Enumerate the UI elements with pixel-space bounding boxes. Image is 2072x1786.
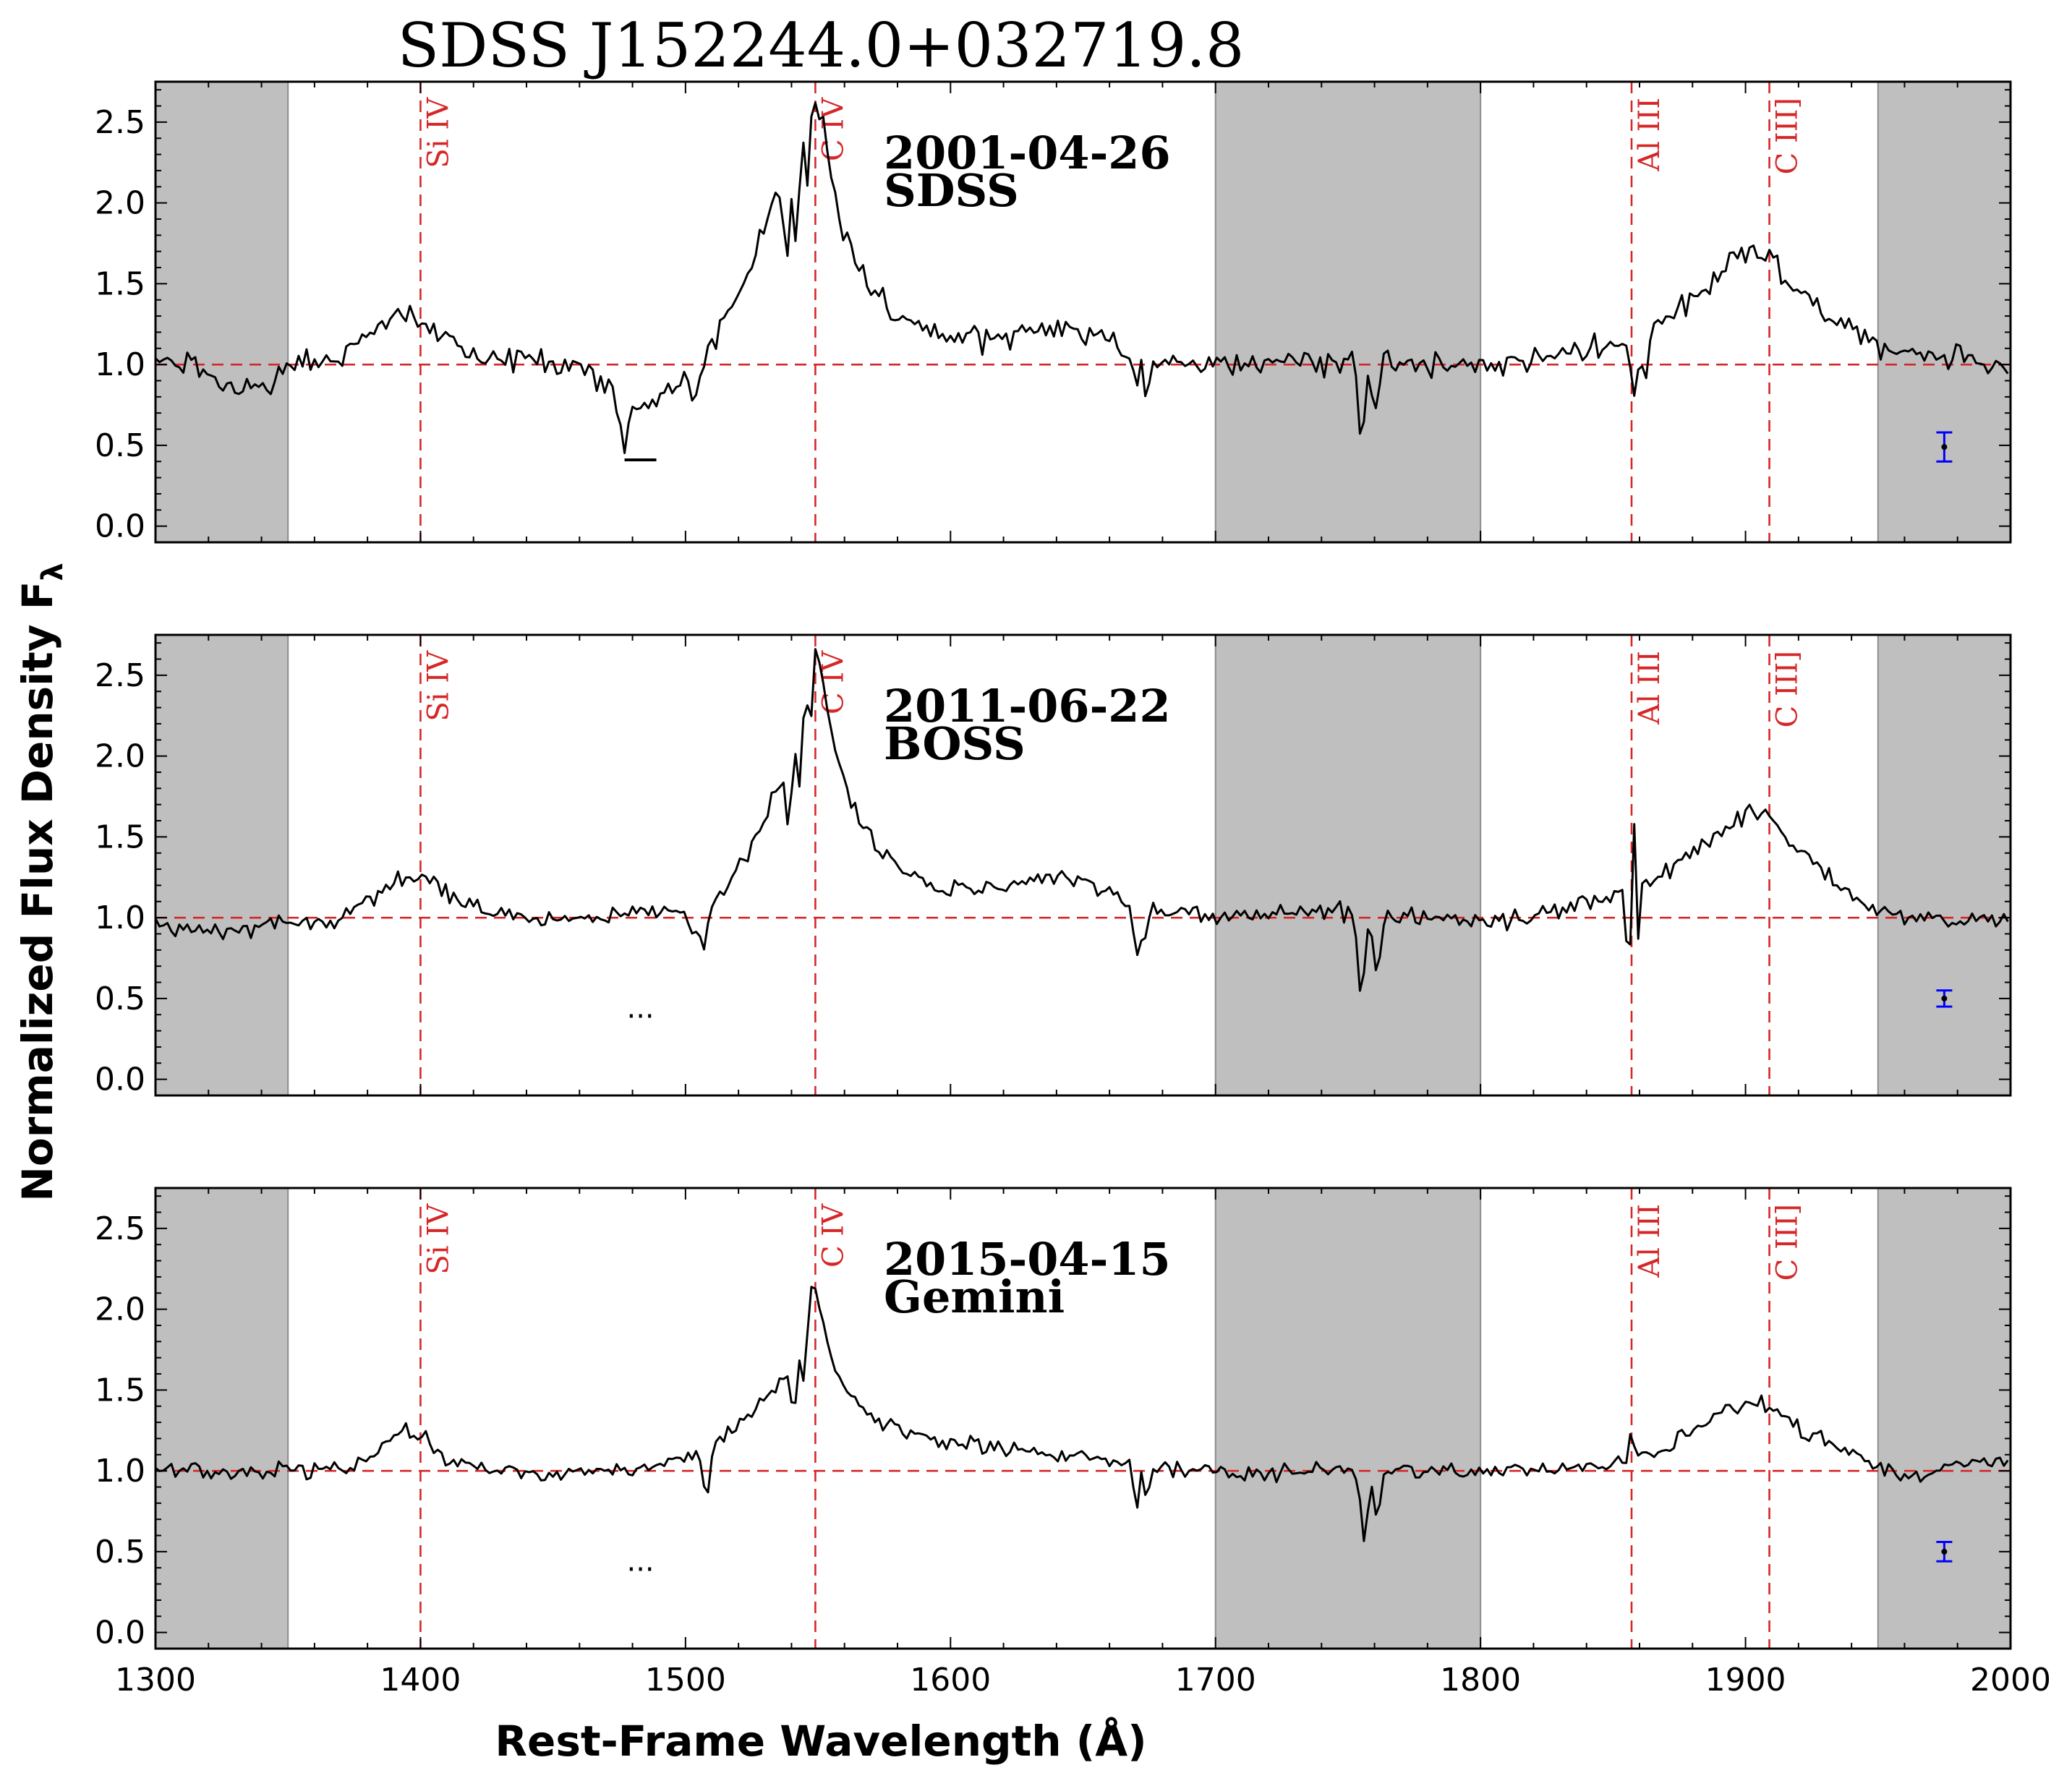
panel-instrument-label: Gemini — [884, 1270, 1065, 1323]
y-tick-label: 1.0 — [95, 1453, 145, 1490]
y-tick-label: 2.5 — [95, 104, 145, 141]
panel-frame — [154, 633, 2012, 1097]
masked-region-1 — [155, 81, 289, 543]
y-tick-label: 2.0 — [95, 1291, 145, 1328]
masked-region-2 — [1214, 1187, 1482, 1649]
emission-line-label: Si IV — [422, 650, 455, 722]
emission-line-label: Al III — [1633, 98, 1666, 172]
y-tick-label: 0.5 — [95, 1534, 145, 1571]
y-tick-label: 2.5 — [95, 1210, 145, 1247]
error-bar — [1936, 989, 1953, 1008]
masked-region-3 — [1877, 634, 2011, 1096]
masked-region-2 — [1214, 634, 1482, 1096]
trough-marker-dots: ... — [626, 992, 654, 1025]
x-tick-label: 1800 — [1440, 1662, 1521, 1699]
x-tick-label: 1400 — [380, 1662, 461, 1699]
y-tick-label: 1.0 — [95, 900, 145, 936]
emission-line-label: C III] — [1771, 651, 1804, 727]
x-tick-label: 1900 — [1705, 1662, 1786, 1699]
panel-frame — [154, 80, 2012, 544]
emission-line-label: Al III — [1633, 1204, 1666, 1278]
y-tick-label: 1.5 — [95, 819, 145, 855]
y-tick-label: 1.5 — [95, 265, 145, 302]
y-tick-label: 1.5 — [95, 1372, 145, 1409]
masked-region-1 — [155, 634, 289, 1096]
y-tick-label: 0.0 — [95, 508, 145, 545]
emission-line-label: C IV — [817, 650, 850, 714]
emission-line-label: C IV — [817, 1203, 850, 1268]
y-tick-label: 2.0 — [95, 185, 145, 222]
y-tick-label: 2.5 — [95, 657, 145, 694]
spectrum-line — [155, 101, 2009, 455]
y-tick-label: 0.5 — [95, 427, 145, 464]
masked-region-2 — [1214, 81, 1482, 543]
emission-line-label: C III] — [1771, 98, 1804, 174]
x-tick-label: 1300 — [115, 1662, 196, 1699]
y-axis-label: Normalized Flux Density Fλ — [13, 563, 69, 1201]
y-axis-label-text: Normalized Flux Density F — [13, 581, 62, 1202]
y-tick-label: 2.0 — [95, 738, 145, 775]
panel-instrument-label: SDSS — [884, 164, 1019, 217]
masked-region-1 — [155, 1187, 289, 1649]
emission-line-label: Si IV — [422, 97, 455, 168]
y-tick-label: 1.0 — [95, 346, 145, 383]
x-tick-label: 1600 — [910, 1662, 991, 1699]
emission-line-label: C IV — [817, 97, 850, 161]
panel-date-label: 2001-04-26 — [884, 127, 1171, 179]
x-tick-label: 2000 — [1970, 1662, 2051, 1699]
emission-line-label: Si IV — [422, 1203, 455, 1275]
chart-title: SDSS J152244.0+032719.8 — [398, 10, 1245, 81]
error-bar — [1936, 1540, 1953, 1563]
panel-date-label: 2011-06-22 — [884, 680, 1171, 732]
spectrum-line — [155, 648, 2009, 992]
y-tick-label: 0.0 — [95, 1061, 145, 1098]
spectrum-line — [155, 1286, 2009, 1542]
emission-line-label: Al III — [1633, 651, 1666, 725]
x-tick-label: 1500 — [645, 1662, 726, 1699]
panel-instrument-label: BOSS — [884, 717, 1026, 770]
x-tick-label: 1700 — [1175, 1662, 1256, 1699]
emission-line-label: C III] — [1771, 1204, 1804, 1281]
error-bar — [1936, 431, 1953, 463]
masked-region-3 — [1877, 1187, 2011, 1649]
panel-date-label: 2015-04-15 — [884, 1233, 1171, 1286]
x-axis-label: Rest-Frame Wavelength (Å) — [495, 1716, 1146, 1766]
panel-frame — [154, 1187, 2012, 1650]
y-axis-label-subscript: λ — [36, 563, 69, 581]
y-tick-label: 0.0 — [95, 1615, 145, 1652]
masked-region-3 — [1877, 81, 2011, 543]
spectrum-panel-3: Si IV C IV Al III C III]... 2015-04-15Gemini… — [95, 1187, 2051, 1699]
trough-marker-dots: ... — [626, 1545, 654, 1578]
y-tick-label: 0.5 — [95, 980, 145, 1017]
